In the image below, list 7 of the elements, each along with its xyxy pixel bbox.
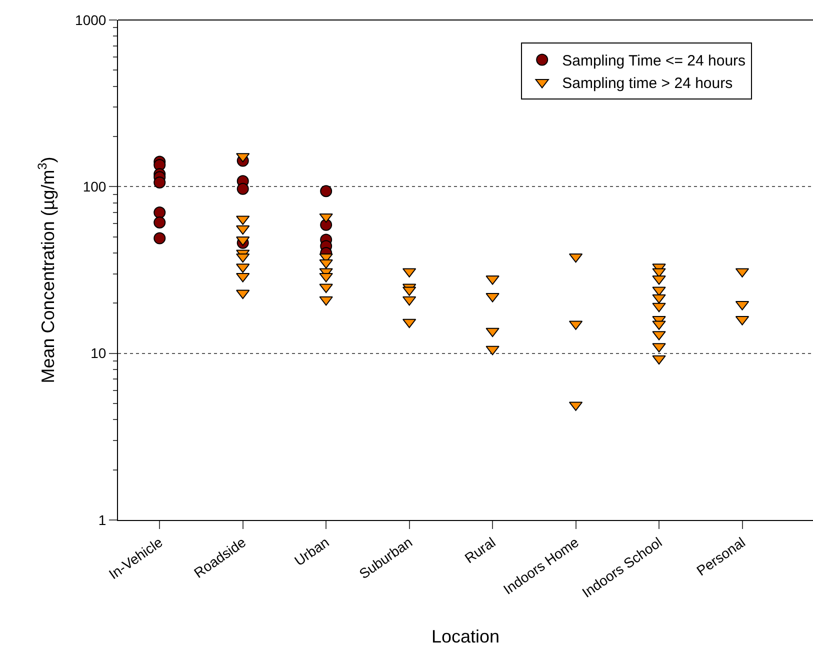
y-tick-label: 1000 (75, 12, 106, 28)
y-tick-label: 100 (82, 178, 106, 195)
y-tick-label: 1 (98, 512, 106, 528)
x-axis-title: Location (431, 626, 500, 647)
legend-label: Sampling time > 24 hours (562, 75, 733, 92)
legend-label: Sampling Time <= 24 hours (562, 52, 746, 70)
y-tick-label: 10 (90, 345, 106, 362)
